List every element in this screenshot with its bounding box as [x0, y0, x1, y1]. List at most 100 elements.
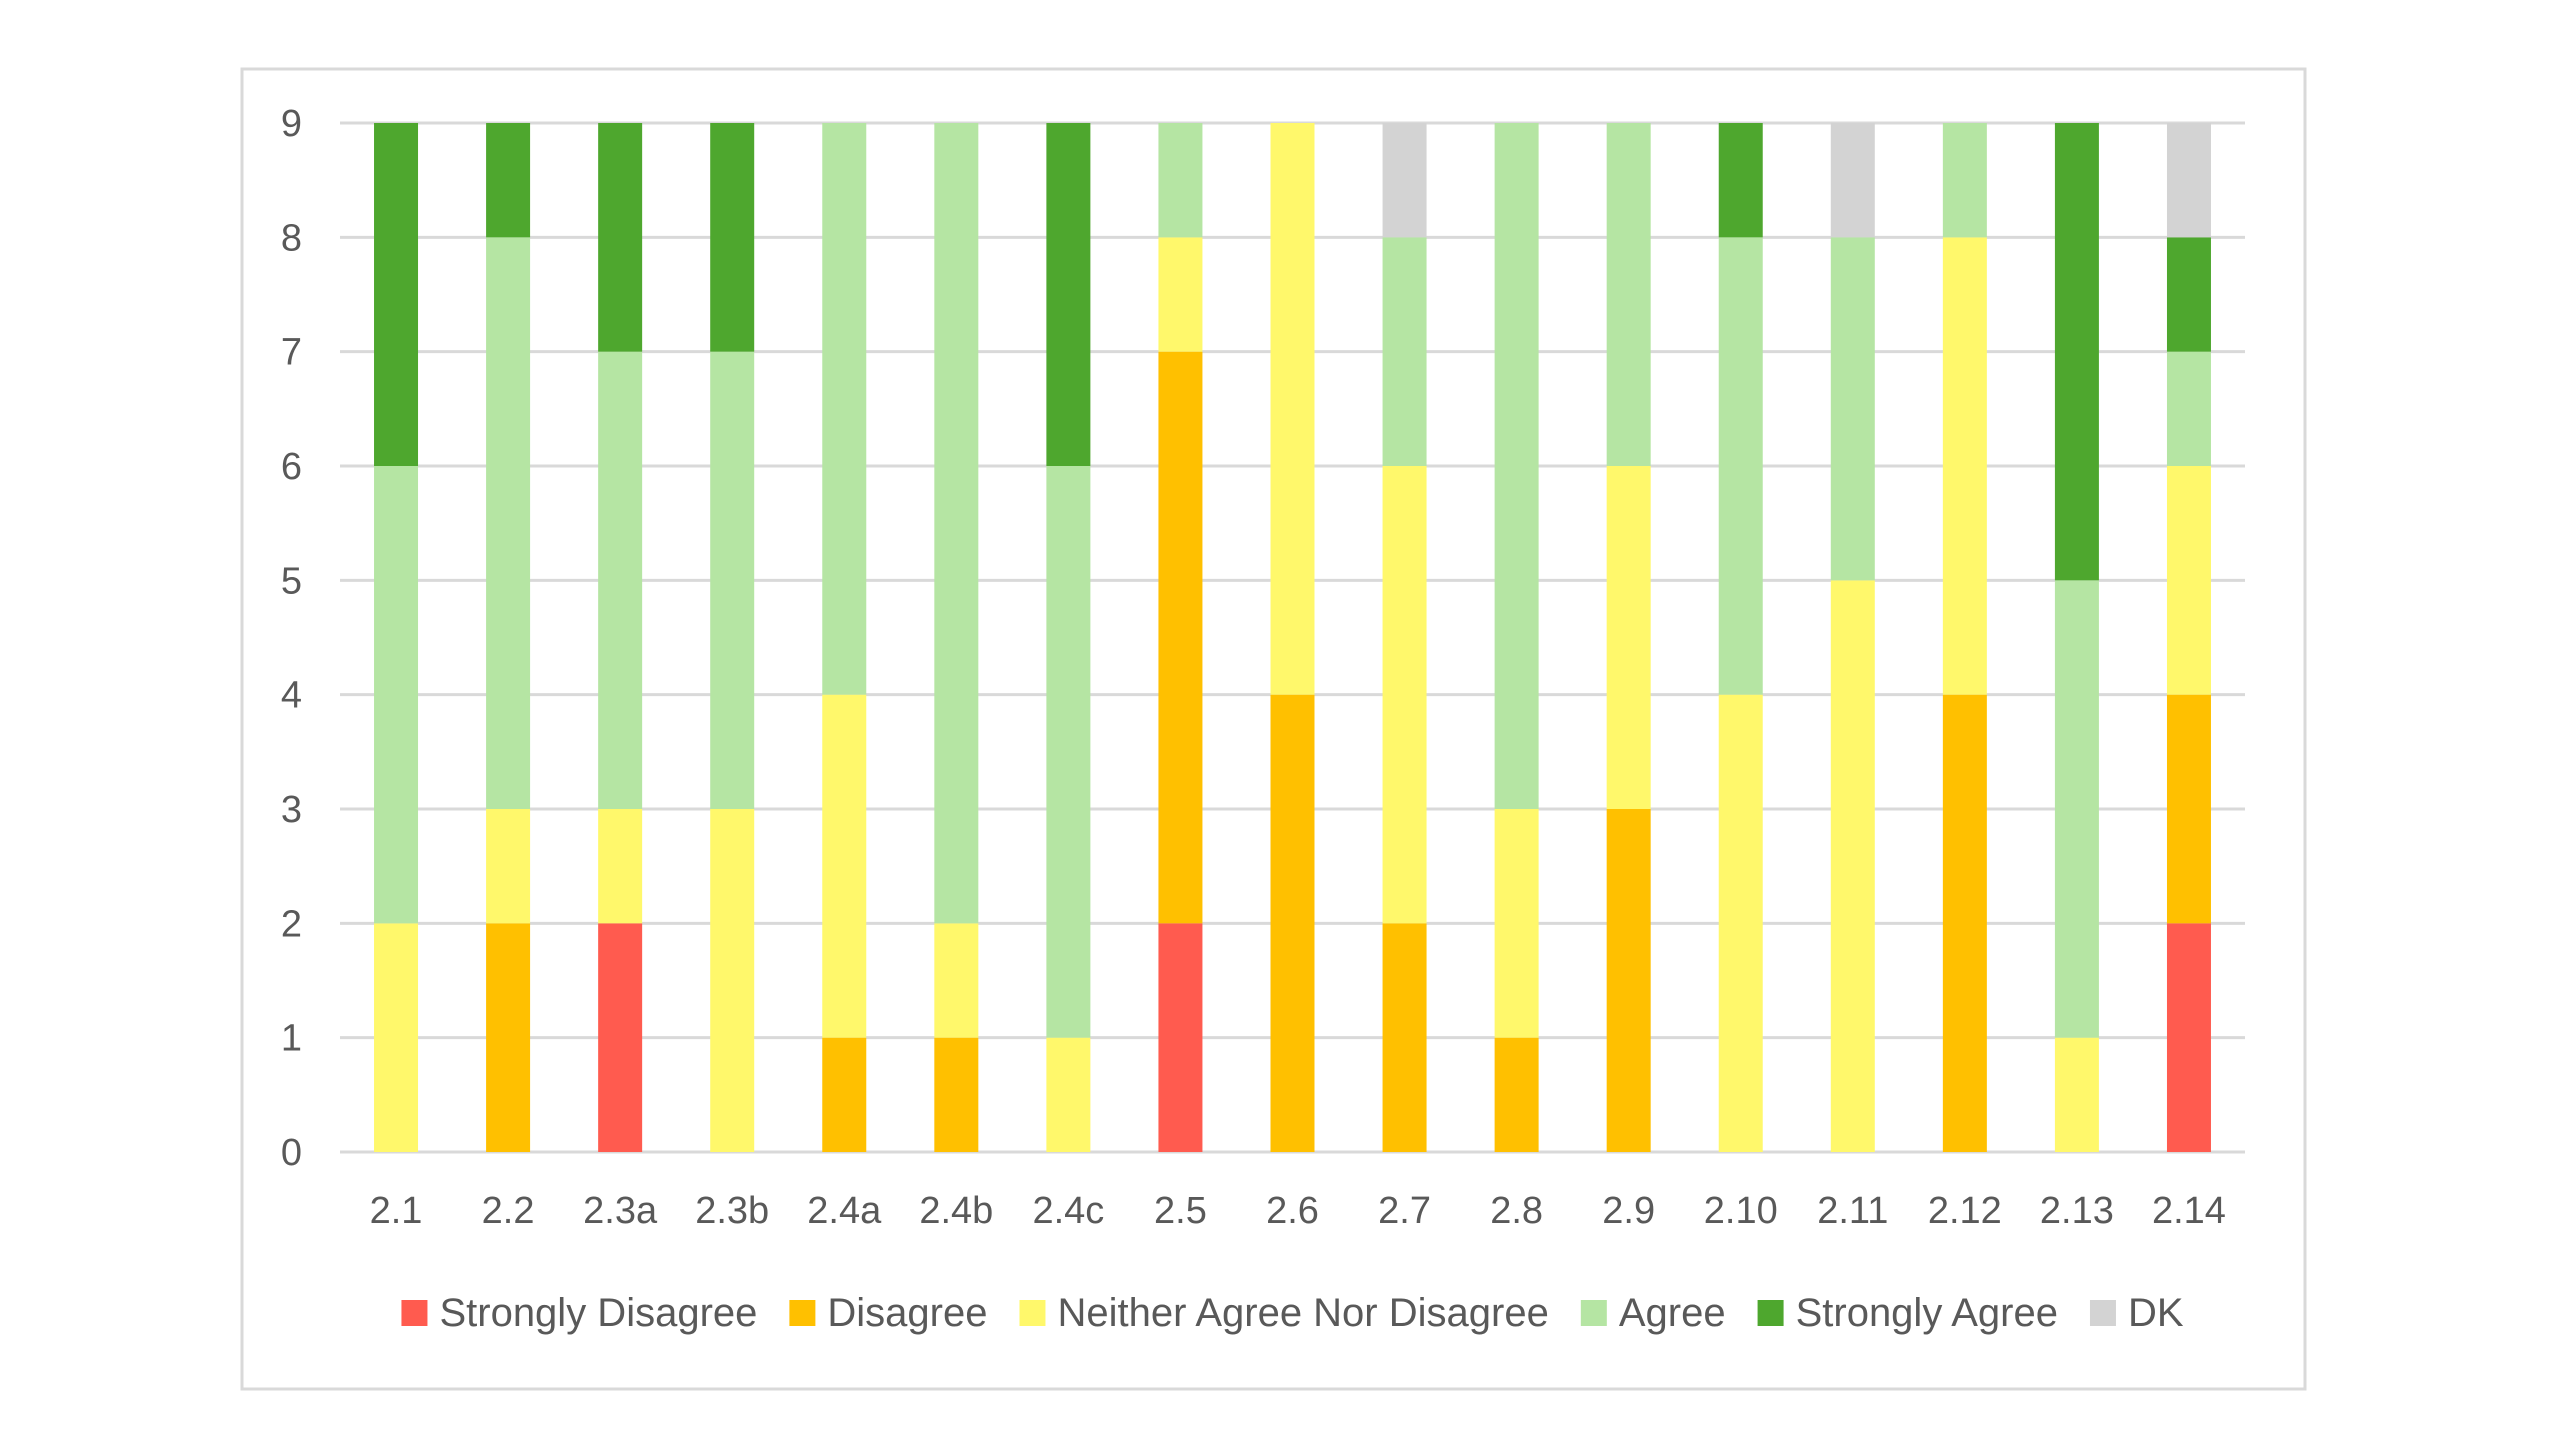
legend-swatch	[1019, 1300, 1046, 1326]
y-tick-label: 4	[281, 675, 302, 717]
x-tick-label: 2.4b	[919, 1190, 993, 1232]
x-tick-label: 2.3a	[583, 1190, 658, 1232]
bar-segment	[934, 1037, 979, 1152]
bar-segment	[598, 351, 643, 809]
bar-segment	[1942, 237, 1987, 695]
bar-segment	[1382, 237, 1427, 466]
bar-segment	[1382, 923, 1427, 1152]
y-tick-label: 2	[281, 903, 302, 945]
legend-item: Neither Agree Nor Disagree	[1019, 1291, 1549, 1335]
bar-segment	[374, 466, 419, 924]
x-tick-label: 2.9	[1602, 1190, 1655, 1232]
bar-segment	[1158, 237, 1203, 352]
bar-segment	[598, 923, 643, 1152]
legend-label: DK	[2128, 1291, 2184, 1335]
bar-segment	[822, 123, 867, 695]
bar-segment	[822, 694, 867, 1038]
bar-segment	[2054, 580, 2099, 1038]
bar-segment	[1942, 694, 1987, 1152]
bar-segment	[486, 123, 531, 238]
bar-segment	[710, 351, 755, 809]
legend: Strongly Disagree Disagree Neither Agree N…	[401, 1291, 2184, 1335]
bar-segment	[1046, 123, 1091, 466]
legend-swatch	[401, 1300, 428, 1326]
bar-segment	[1830, 123, 1875, 238]
bar-segment	[1270, 123, 1315, 695]
legend-label: Strongly Agree	[1796, 1291, 2058, 1335]
x-tick-label: 2.5	[1154, 1190, 1207, 1232]
y-tick-label: 5	[281, 560, 302, 602]
x-tick-label: 2.11	[1817, 1190, 1888, 1232]
x-tick-label: 2.10	[1704, 1190, 1778, 1232]
bar-segment	[1382, 123, 1427, 238]
bar-segment	[1270, 694, 1315, 1152]
bars	[374, 123, 2211, 1152]
x-tick-label: 2.7	[1378, 1190, 1431, 1232]
x-tick-label: 2.1	[370, 1190, 423, 1232]
bar-segment	[2166, 351, 2211, 466]
bar-segment	[1158, 351, 1203, 924]
legend-item: Strongly Agree	[1757, 1291, 2058, 1335]
bar-segment	[1158, 923, 1203, 1152]
bar-segment	[934, 923, 979, 1038]
legend-item: Strongly Disagree	[401, 1291, 757, 1335]
bar-segment	[1494, 123, 1539, 809]
x-tick-label: 2.4c	[1032, 1190, 1104, 1232]
legend-item: Agree	[1580, 1291, 1726, 1335]
x-tick-label: 2.6	[1266, 1190, 1319, 1232]
bar-segment	[710, 809, 755, 1152]
bar-segment	[1830, 580, 1875, 1152]
bar-segment	[1718, 694, 1763, 1152]
y-tick-label: 6	[281, 446, 302, 488]
legend-label: Agree	[1619, 1291, 1726, 1335]
bar-segment	[2054, 1037, 2099, 1152]
bar-segment	[1494, 809, 1539, 1038]
bar-segment	[1046, 1037, 1091, 1152]
bar-segment	[822, 1037, 867, 1152]
y-tick-label: 0	[281, 1132, 302, 1174]
x-tick-label: 2.8	[1490, 1190, 1543, 1232]
legend-item: Disagree	[789, 1291, 987, 1335]
bar-segment	[2166, 466, 2211, 695]
x-tick-label: 2.12	[1928, 1190, 2002, 1232]
legend-swatch	[1757, 1300, 1784, 1326]
bar-segment	[2054, 123, 2099, 581]
bar-segment	[486, 809, 531, 924]
x-tick-label: 2.13	[2040, 1190, 2114, 1232]
bar-segment	[1830, 237, 1875, 581]
y-tick-label: 9	[281, 103, 302, 145]
legend-swatch	[1580, 1300, 1607, 1326]
x-axis-ticks: 2.1 2.2 2.3a 2.3b 2.4a 2.4b 2.4c 2.5 2.6 2.7 2.8 2.…	[370, 1190, 2226, 1232]
bar-segment	[2166, 694, 2211, 924]
bar-segment	[374, 123, 419, 466]
bar-segment	[598, 123, 643, 352]
y-tick-label: 1	[281, 1018, 302, 1060]
bar-segment	[374, 923, 419, 1152]
bar-segment	[934, 123, 979, 924]
legend-swatch	[2089, 1300, 2116, 1326]
x-tick-label: 2.2	[482, 1190, 535, 1232]
bar-segment	[486, 923, 531, 1152]
legend-label: Neither Agree Nor Disagree	[1057, 1291, 1548, 1335]
bar-segment	[710, 123, 755, 352]
x-tick-label: 2.3b	[695, 1190, 769, 1232]
x-tick-label: 2.14	[2152, 1190, 2226, 1232]
y-tick-label: 7	[281, 332, 302, 374]
legend-swatch	[789, 1300, 816, 1326]
y-tick-label: 3	[281, 789, 302, 831]
legend-item: DK	[2089, 1291, 2184, 1335]
bar-segment	[1718, 123, 1763, 238]
bar-segment	[486, 237, 531, 810]
bar-segment	[1494, 1037, 1539, 1152]
bar-segment	[2166, 923, 2211, 1152]
bar-segment	[1606, 466, 1651, 809]
bar-segment	[2166, 123, 2211, 238]
y-axis-ticks: 0 1 2 3 4 5 6 7 8 9	[281, 103, 302, 1174]
bar-segment	[1382, 466, 1427, 924]
bar-segment	[598, 809, 643, 924]
y-tick-label: 8	[281, 217, 302, 259]
legend-label: Disagree	[827, 1291, 987, 1335]
bar-segment	[1606, 809, 1651, 1152]
bar-segment	[1046, 466, 1091, 1038]
